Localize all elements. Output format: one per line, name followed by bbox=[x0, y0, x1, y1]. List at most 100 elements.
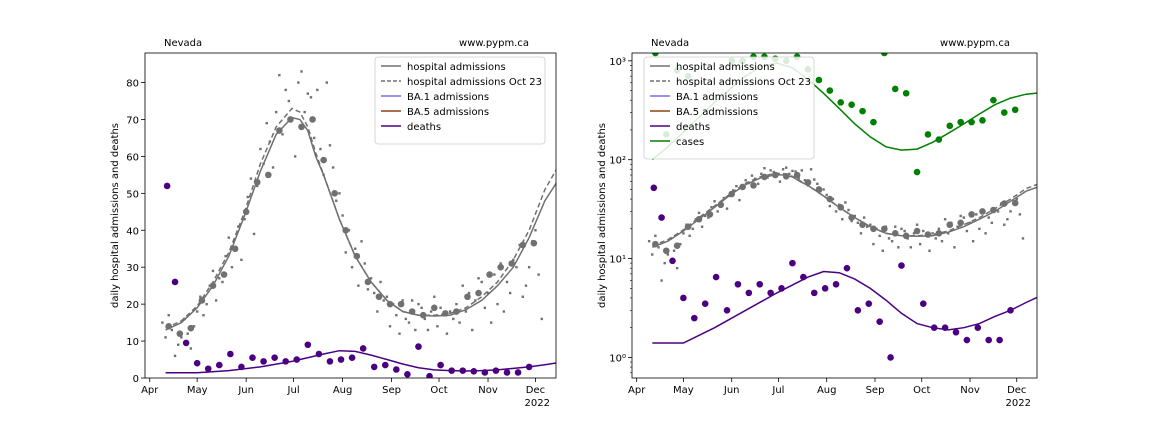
daily-admission-point bbox=[170, 328, 174, 332]
weekly-death-point bbox=[658, 214, 665, 221]
daily-admission-point bbox=[173, 354, 177, 358]
weekly-death-point bbox=[337, 356, 345, 363]
weekly-admission-point bbox=[331, 190, 338, 197]
x-tick-label: Apr bbox=[141, 385, 159, 396]
daily-admission-point bbox=[357, 284, 360, 287]
daily-admission-point bbox=[803, 179, 807, 182]
y-tick-label: 10⁰ bbox=[609, 353, 626, 364]
weekly-admission-point bbox=[242, 208, 250, 216]
x-tick-label: Oct bbox=[913, 385, 930, 396]
weekly-admission-point bbox=[419, 311, 427, 319]
daily-admission-point bbox=[401, 299, 404, 302]
daily-admission-point bbox=[797, 177, 800, 180]
daily-admission-point bbox=[647, 239, 651, 243]
x-tick-label: Nov bbox=[960, 385, 980, 396]
daily-admission-point bbox=[900, 227, 903, 231]
daily-admission-point bbox=[825, 193, 828, 197]
daily-admission-point bbox=[912, 232, 916, 235]
weekly-admission-point bbox=[1000, 200, 1008, 207]
weekly-death-point bbox=[525, 363, 533, 371]
daily-admission-point bbox=[937, 227, 941, 231]
y-tick-label: 20 bbox=[126, 300, 139, 311]
daily-admission-point bbox=[420, 306, 423, 310]
daily-admission-point bbox=[499, 262, 502, 265]
series-line-deaths bbox=[652, 270, 1037, 344]
daily-admission-point bbox=[195, 310, 199, 313]
weekly-death-point bbox=[930, 324, 938, 332]
daily-admission-point bbox=[1015, 197, 1018, 201]
weekly-death-point bbox=[492, 367, 500, 374]
weekly-admission-point bbox=[298, 123, 305, 131]
daily-admission-point bbox=[436, 325, 439, 328]
daily-admission-point bbox=[410, 299, 414, 302]
daily-admission-point bbox=[176, 343, 180, 346]
weekly-death-point bbox=[204, 365, 212, 373]
weekly-case-point bbox=[990, 96, 997, 104]
daily-admission-point bbox=[293, 155, 297, 158]
weekly-admission-point bbox=[198, 297, 206, 304]
daily-admission-point bbox=[909, 246, 913, 249]
daily-admission-point bbox=[847, 208, 850, 212]
weekly-death-point bbox=[163, 182, 171, 190]
weekly-case-point bbox=[957, 118, 964, 126]
weekly-death-point bbox=[876, 318, 883, 326]
weekly-case-point bbox=[848, 101, 855, 109]
weekly-death-point bbox=[182, 339, 190, 347]
weekly-admission-point bbox=[739, 183, 746, 191]
daily-admission-point bbox=[725, 207, 729, 210]
daily-admission-point bbox=[828, 204, 832, 208]
legend-entry: cases bbox=[676, 137, 704, 148]
weekly-death-point bbox=[952, 328, 960, 336]
daily-admission-point bbox=[856, 221, 860, 225]
daily-admission-point bbox=[284, 88, 287, 92]
daily-admission-point bbox=[915, 223, 919, 226]
daily-admission-point bbox=[1021, 237, 1025, 240]
weekly-death-point bbox=[227, 350, 234, 358]
daily-admission-point bbox=[398, 332, 401, 335]
daily-admission-point bbox=[164, 336, 167, 339]
weekly-admission-point bbox=[453, 308, 460, 315]
weekly-death-point bbox=[887, 354, 894, 361]
daily-admission-point bbox=[464, 310, 468, 313]
weekly-admission-point bbox=[804, 179, 812, 186]
weekly-admission-point bbox=[717, 201, 725, 209]
chart-panel-1: Nevada www.pypm.ca daily hospital admissio… bbox=[110, 38, 557, 409]
plot-area bbox=[647, 53, 1037, 361]
weekly-admission-point bbox=[662, 247, 670, 255]
legend-entry: hospital admissions bbox=[407, 62, 506, 73]
weekly-case-point bbox=[891, 85, 899, 93]
daily-admission-point bbox=[679, 242, 682, 246]
daily-admission-point bbox=[167, 314, 170, 317]
daily-admission-point bbox=[524, 284, 528, 287]
y-tick-label: 0 bbox=[133, 374, 139, 385]
daily-admission-point bbox=[850, 219, 853, 223]
weekly-death-point bbox=[810, 289, 818, 297]
x-tick-label: Aug bbox=[817, 385, 837, 396]
weekly-death-point bbox=[404, 371, 411, 378]
daily-admission-point bbox=[697, 211, 701, 215]
weekly-admission-point bbox=[848, 214, 855, 221]
daily-admission-point bbox=[224, 254, 227, 258]
x-tick-label: Jun bbox=[237, 385, 254, 396]
daily-admission-point bbox=[713, 200, 716, 203]
weekly-death-point bbox=[415, 343, 422, 350]
daily-admission-point bbox=[903, 229, 906, 233]
weekly-case-point bbox=[902, 89, 910, 97]
weekly-case-point bbox=[913, 168, 921, 176]
weekly-case-point bbox=[870, 118, 877, 126]
daily-admission-point bbox=[841, 218, 844, 221]
weekly-death-point bbox=[315, 350, 323, 358]
y-tick-label: 10² bbox=[609, 156, 626, 167]
weekly-admission-point bbox=[165, 322, 173, 330]
daily-admission-point bbox=[959, 214, 962, 218]
weekly-death-point bbox=[359, 345, 367, 352]
weekly-death-point bbox=[381, 361, 389, 369]
weekly-death-point bbox=[865, 300, 873, 307]
daily-admission-point bbox=[897, 246, 900, 249]
daily-admission-point bbox=[704, 214, 707, 218]
daily-admission-point bbox=[943, 218, 947, 221]
weekly-death-point bbox=[260, 358, 267, 365]
daily-admission-point bbox=[205, 302, 208, 306]
weekly-admission-point bbox=[464, 293, 471, 301]
daily-admission-point bbox=[275, 110, 278, 114]
